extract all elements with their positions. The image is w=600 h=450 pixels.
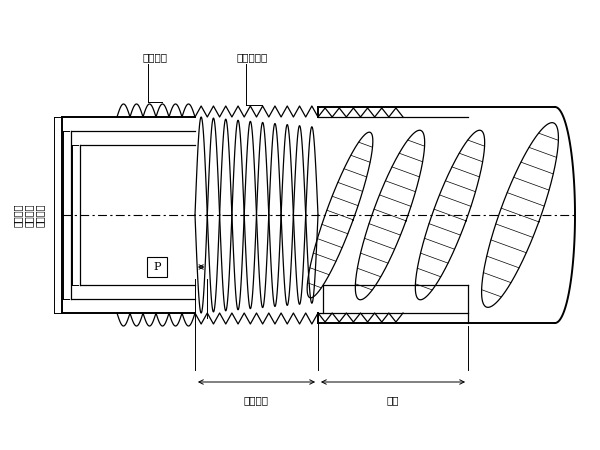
Text: 完整螺纹: 完整螺纹 <box>143 52 167 62</box>
Text: 螺纹中径: 螺纹中径 <box>24 203 34 227</box>
Text: 螺尾: 螺尾 <box>387 395 399 405</box>
Bar <box>147 257 167 277</box>
Text: P: P <box>153 262 161 272</box>
Text: 螺纹小径: 螺纹小径 <box>13 203 23 227</box>
Text: 螺纹大径: 螺纹大径 <box>35 203 45 227</box>
Text: 有效螺纹: 有效螺纹 <box>244 395 269 405</box>
Text: 不完整螺纹: 不完整螺纹 <box>236 52 268 62</box>
